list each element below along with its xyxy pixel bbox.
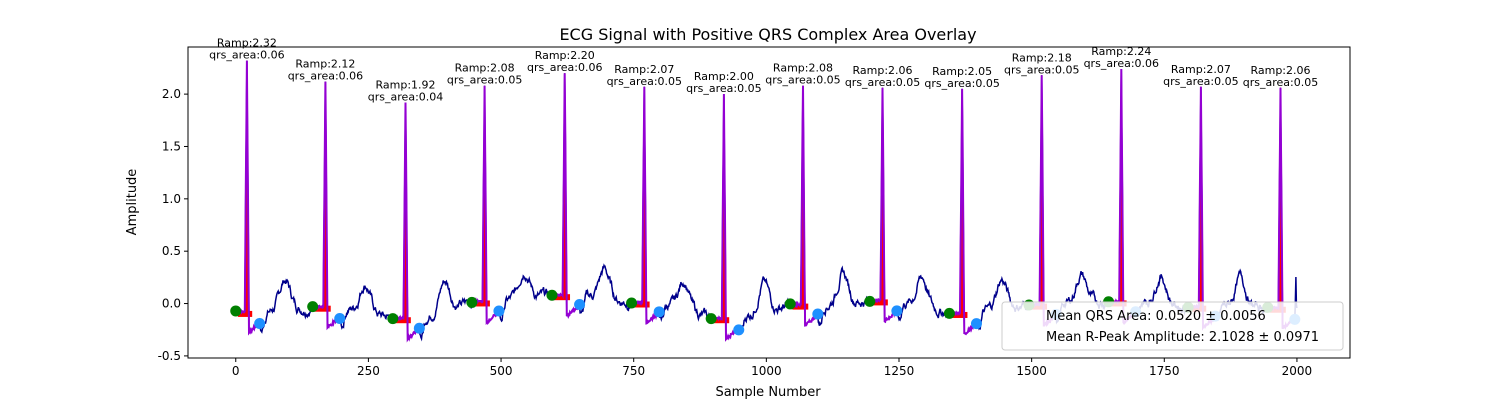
plot-frame — [187, 46, 1351, 359]
qrs-offset-marker — [493, 305, 505, 317]
x-tick-label: 1750 — [1149, 364, 1180, 378]
x-tick-label: 500 — [490, 364, 513, 378]
qrs-onset-marker — [864, 295, 876, 307]
qrs-area-annotation: qrs_area:0.06 — [1084, 57, 1159, 70]
qrs-area-annotation: qrs_area:0.06 — [209, 49, 284, 62]
y-tick-label: 2.0 — [162, 87, 181, 101]
qrs-segment-line — [710, 94, 740, 342]
qrs-area-annotation: qrs_area:0.05 — [447, 74, 522, 87]
qrs-onset-marker — [466, 296, 478, 308]
qrs-area-annotation: qrs_area:0.05 — [607, 75, 682, 88]
qrs-area-base — [554, 294, 571, 301]
y-tick-label: 0.5 — [162, 244, 181, 258]
x-tick-label: 250 — [357, 364, 380, 378]
qrs-area-annotation: qrs_area:0.05 — [1004, 63, 1079, 76]
qrs-area-base — [871, 299, 888, 306]
qrs-segment-line — [869, 87, 898, 324]
ramp-annotation: Ramp:2.07 — [614, 63, 674, 76]
y-tick-label: 1.5 — [162, 139, 181, 153]
y-axis-label: Amplitude — [125, 169, 140, 236]
ramp-annotation: Ramp:2.06 — [1250, 64, 1310, 77]
qrs-segment-line — [1267, 87, 1296, 331]
legend-entry-mean-r-peak-amplitude: Mean R-Peak Amplitude: 2.1028 ± 0.0971 — [1046, 330, 1319, 345]
qrs-onset-marker — [387, 313, 399, 325]
qrs-onset-marker — [230, 305, 242, 317]
ramp-annotation: Ramp:2.07 — [1171, 63, 1231, 76]
ramp-annotation: Ramp:2.24 — [1091, 45, 1151, 58]
ramp-annotation: Ramp:2.00 — [694, 70, 754, 83]
qrs-area-base — [394, 317, 411, 324]
ramp-annotation: Ramp:2.32 — [217, 37, 277, 50]
x-tick-label: 1250 — [884, 364, 915, 378]
qrs-area-annotation: qrs_area:0.05 — [765, 74, 840, 87]
qrs-area-annotation: qrs_area:0.05 — [1243, 76, 1318, 89]
qrs-segment-line — [949, 88, 978, 336]
chart-title: ECG Signal with Positive QRS Complex Are… — [559, 25, 976, 44]
y-tick-label: -0.5 — [158, 349, 181, 363]
qrs-onset-marker — [784, 298, 796, 310]
y-axis: -0.5 0.0 0.5 1.0 1.5 2.0 — [158, 87, 188, 363]
x-tick-label: 0 — [232, 364, 240, 378]
qrs-onset-marker — [705, 313, 717, 325]
qrs-offset-marker — [334, 313, 346, 325]
qrs-onset-marker — [943, 307, 955, 319]
qrs-segment-line — [631, 86, 661, 325]
x-axis: 0 250 500 750 1000 1250 1500 1750 2000 — [232, 358, 1312, 378]
peak-annotations: Ramp:2.32qrs_area:0.06Ramp:2.12qrs_area:… — [209, 37, 1318, 104]
qrs-segment-line — [312, 81, 341, 331]
qrs-area-annotation: qrs_area:0.05 — [686, 82, 761, 95]
qrs-offset-marker — [574, 299, 586, 311]
ramp-annotation: Ramp:2.05 — [932, 65, 992, 78]
ramp-annotation: Ramp:2.08 — [455, 62, 515, 75]
qrs-offset-marker — [970, 318, 982, 330]
qrs-segment-line — [789, 85, 819, 327]
qrs-offset-marker — [891, 305, 903, 317]
ramp-annotation: Ramp:2.06 — [853, 64, 913, 77]
qrs-area-annotation: qrs_area:0.05 — [845, 76, 920, 89]
y-tick-label: 1.0 — [162, 192, 181, 206]
legend-box — [1001, 301, 1344, 351]
qrs-area-base — [237, 310, 253, 317]
ramp-annotation: Ramp:2.08 — [773, 62, 833, 75]
qrs-segment-line — [551, 73, 581, 320]
qrs-onset-marker — [307, 301, 319, 313]
qrs-segment-line — [1028, 75, 1058, 328]
x-tick-label: 2000 — [1282, 364, 1313, 378]
ramp-annotation: Ramp:2.12 — [295, 58, 355, 71]
x-axis-label: Sample Number — [715, 385, 821, 400]
legend: Mean QRS Area: 0.0520 ± 0.0056 Mean R-Pe… — [1001, 301, 1344, 351]
qrs-area-annotation: qrs_area:0.06 — [527, 61, 602, 74]
x-tick-label: 1000 — [751, 364, 782, 378]
ramp-annotation: Ramp:1.92 — [376, 78, 436, 91]
qrs-offset-marker — [812, 308, 824, 320]
x-tick-label: 1500 — [1016, 364, 1047, 378]
qrs-offset-marker — [653, 306, 665, 318]
qrs-area-annotation: qrs_area:0.04 — [368, 90, 443, 103]
qrs-area-annotation: qrs_area:0.06 — [288, 70, 363, 83]
legend-entry-mean-qrs-area: Mean QRS Area: 0.0520 ± 0.0056 — [1046, 309, 1266, 324]
qrs-offset-marker — [413, 322, 425, 334]
qrs-onset-marker — [546, 289, 558, 301]
qrs-offset-marker — [254, 318, 266, 330]
ramp-annotation: Ramp:2.18 — [1012, 51, 1072, 64]
x-tick-label: 750 — [622, 364, 645, 378]
qrs-onset-marker — [626, 297, 638, 309]
qrs-offset-marker — [733, 324, 745, 336]
y-tick-label: 0.0 — [162, 297, 181, 311]
ramp-annotation: Ramp:2.20 — [535, 49, 595, 62]
qrs-area-annotation: qrs_area:0.05 — [1163, 75, 1238, 88]
qrs-area-annotation: qrs_area:0.05 — [924, 77, 999, 90]
